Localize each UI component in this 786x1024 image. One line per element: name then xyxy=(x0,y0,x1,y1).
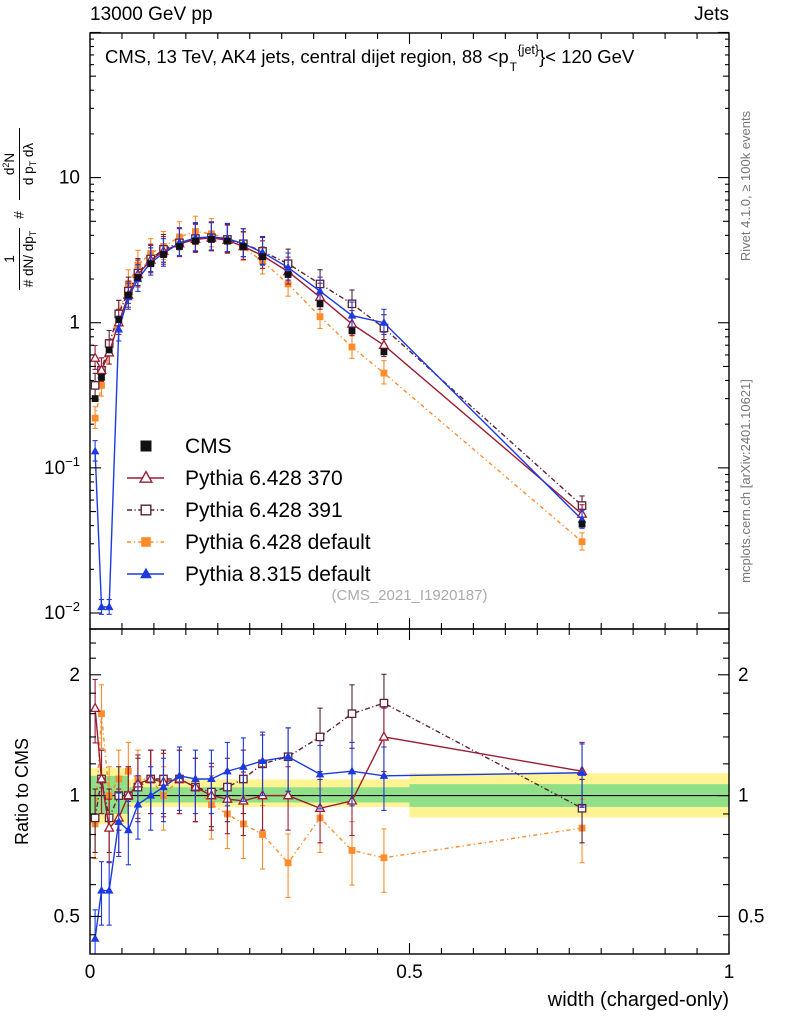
svg-text:Jets: Jets xyxy=(694,4,729,25)
svg-text:Pythia 8.315 default: Pythia 8.315 default xyxy=(185,563,371,586)
svg-text:0.5: 0.5 xyxy=(54,906,80,927)
svg-text:CMS: CMS xyxy=(185,435,232,458)
svg-text:1: 1 xyxy=(724,962,735,983)
svg-text:0: 0 xyxy=(85,962,96,983)
svg-text:1: 1 xyxy=(738,786,749,807)
svg-text:Pythia 6.428 370: Pythia 6.428 370 xyxy=(185,467,343,490)
svg-text:width (charged-only): width (charged-only) xyxy=(547,989,729,1011)
svg-text:Ratio to CMS: Ratio to CMS xyxy=(12,738,32,845)
svg-text:10: 10 xyxy=(59,168,80,189)
svg-text:Rivet 4.1.0, ≥ 100k events: Rivet 4.1.0, ≥ 100k events xyxy=(738,110,753,261)
svg-text:2: 2 xyxy=(738,665,749,686)
svg-text:13000 GeV pp: 13000 GeV pp xyxy=(90,4,213,25)
svg-text:2: 2 xyxy=(69,665,80,686)
svg-text:1: 1 xyxy=(2,255,17,263)
svg-text:Pythia 6.428 default: Pythia 6.428 default xyxy=(185,531,371,554)
svg-text:1: 1 xyxy=(69,786,80,807)
svg-text:1: 1 xyxy=(69,313,80,334)
svg-text:Pythia 6.428 391: Pythia 6.428 391 xyxy=(185,499,343,522)
svg-text:mcplots.cern.ch [arXiv:2401.10: mcplots.cern.ch [arXiv:2401.10621] xyxy=(738,379,753,583)
svg-text:(CMS_2021_I1920187): (CMS_2021_I1920187) xyxy=(332,587,488,604)
svg-text:#: # xyxy=(12,211,27,219)
svg-text:# dN/ dpT: # dN/ dpT xyxy=(21,230,38,287)
svg-text:0.5: 0.5 xyxy=(738,906,764,927)
svg-text:0.5: 0.5 xyxy=(396,962,422,983)
